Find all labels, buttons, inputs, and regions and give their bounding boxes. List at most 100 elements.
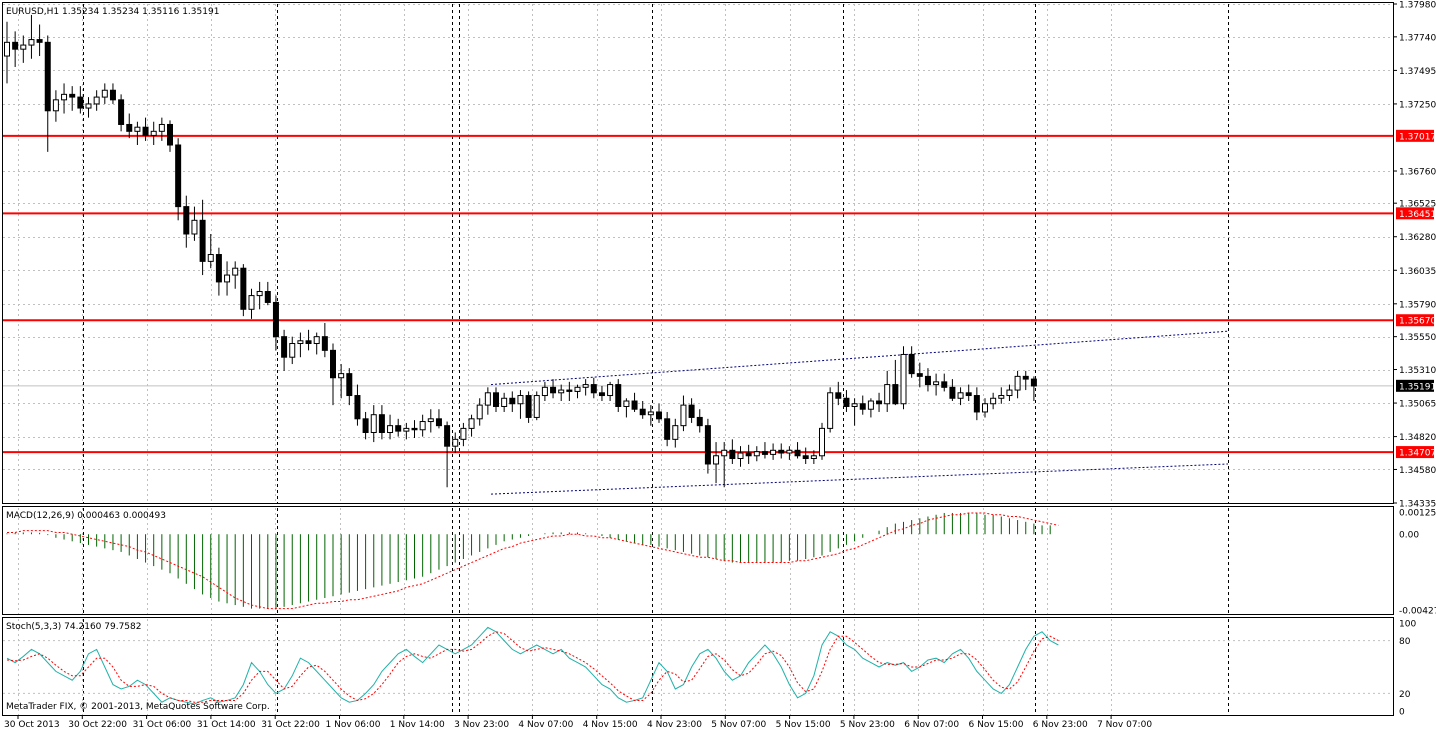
candle-body-bear	[664, 418, 671, 440]
candle-body-bull	[248, 295, 255, 310]
session-separators	[83, 4, 1229, 715]
candle	[745, 444, 752, 464]
candle	[256, 281, 263, 310]
candle	[876, 392, 883, 412]
stoch-signal-line	[6, 631, 1059, 703]
candle-body-bear	[435, 418, 442, 427]
candle	[476, 398, 483, 426]
candle	[908, 346, 915, 378]
candle-body-bear	[321, 336, 328, 351]
current-price-tag	[1396, 379, 1434, 392]
macd-tick-label: -0.004278	[1399, 607, 1436, 617]
candle-body-bull	[387, 425, 394, 433]
time-tick-label: 7 Nov 07:00	[1097, 720, 1152, 730]
level-price-label: 1.34707	[1399, 449, 1436, 459]
price-tick-label: 1.37250	[1399, 100, 1436, 110]
candle-body-bear	[1022, 375, 1029, 380]
candle-body-bear	[550, 386, 557, 394]
time-tick-label: 1 Nov 14:00	[390, 720, 445, 730]
candle	[52, 90, 59, 122]
price-pane-title: EURUSD,H1 1.35234 1.35234 1.35116 1.3519…	[6, 7, 219, 17]
candle-body-bull	[256, 290, 263, 297]
price-tick-label: 1.35065	[1399, 400, 1436, 410]
candle	[468, 414, 475, 437]
candle-body-bull	[460, 427, 467, 440]
candle-body-bear	[802, 455, 809, 460]
candle	[61, 83, 68, 114]
candle-body-bull	[884, 384, 891, 405]
candle	[338, 364, 345, 399]
frames	[2, 2, 1394, 716]
candle	[370, 405, 377, 443]
candle	[109, 83, 116, 104]
candle	[786, 446, 793, 460]
candle	[778, 443, 785, 459]
candle-body-bear	[843, 397, 850, 407]
candle	[1006, 384, 1013, 402]
candle-body-bear	[509, 397, 516, 405]
candle-body-bull	[427, 418, 434, 423]
candle-body-bear	[12, 41, 19, 50]
candle	[990, 392, 997, 410]
candle	[802, 447, 809, 464]
candle-body-bull	[867, 400, 874, 410]
candle-body-bull	[150, 130, 157, 136]
candle	[207, 233, 214, 269]
candle-body-bear	[362, 418, 369, 433]
macd-pane-frame	[2, 506, 1394, 615]
candle	[835, 381, 842, 406]
candle-body-bull	[484, 392, 491, 406]
candle	[884, 370, 891, 412]
candle-body-bull	[85, 103, 92, 109]
candle-body-bull	[1014, 375, 1021, 391]
candle	[191, 206, 198, 241]
stoch-tick-label: 100	[1399, 620, 1416, 630]
candle-body-bear	[444, 425, 451, 447]
candle-body-bull	[476, 404, 483, 420]
candle	[281, 329, 288, 371]
candle-body-bear	[411, 427, 418, 431]
candle	[4, 21, 10, 84]
price-tick-label: 1.36760	[1399, 168, 1436, 178]
candle	[313, 332, 320, 355]
candle	[240, 264, 247, 317]
price-tick-label: 1.35790	[1399, 300, 1436, 310]
candle-body-bull	[52, 99, 59, 112]
candle	[639, 401, 646, 419]
candle-body-bull	[224, 274, 231, 283]
candle	[444, 421, 451, 488]
candle-body-bull	[28, 39, 35, 46]
candle-body-bull	[574, 386, 581, 392]
candle	[794, 442, 801, 459]
candle-body-bear	[346, 373, 353, 397]
candle	[924, 368, 931, 392]
level-price-tag	[1396, 314, 1434, 327]
candle-body-bull	[933, 381, 940, 386]
price-tick-label: 1.34820	[1399, 433, 1436, 443]
candle-body-bear	[142, 126, 149, 136]
candle-body-bull	[541, 386, 548, 397]
candle-body-bear	[36, 39, 43, 43]
candle-body-bear	[615, 384, 622, 407]
candle	[615, 379, 622, 412]
time-tick-label: 1 Nov 06:00	[326, 720, 381, 730]
candle	[427, 409, 434, 433]
candle-body-bear	[859, 403, 866, 410]
candle-body-bull	[93, 96, 100, 105]
candle	[851, 398, 858, 426]
candle-body-bear	[199, 219, 206, 262]
candle-body-bull	[468, 418, 475, 429]
candle-body-bull	[191, 219, 198, 235]
candles	[4, 14, 1037, 488]
stoch-main-line	[6, 626, 1059, 705]
candle	[142, 117, 149, 141]
candle-body-bull	[957, 392, 964, 399]
candle	[957, 387, 964, 406]
stoch-tick-label: 20	[1399, 690, 1411, 700]
price-axis: 1.37017 1.36451 1.35670 1.34707 1.37980 1.377…	[1393, 1, 1436, 510]
candle	[12, 31, 19, 67]
candle	[501, 392, 508, 412]
candle	[753, 446, 760, 462]
